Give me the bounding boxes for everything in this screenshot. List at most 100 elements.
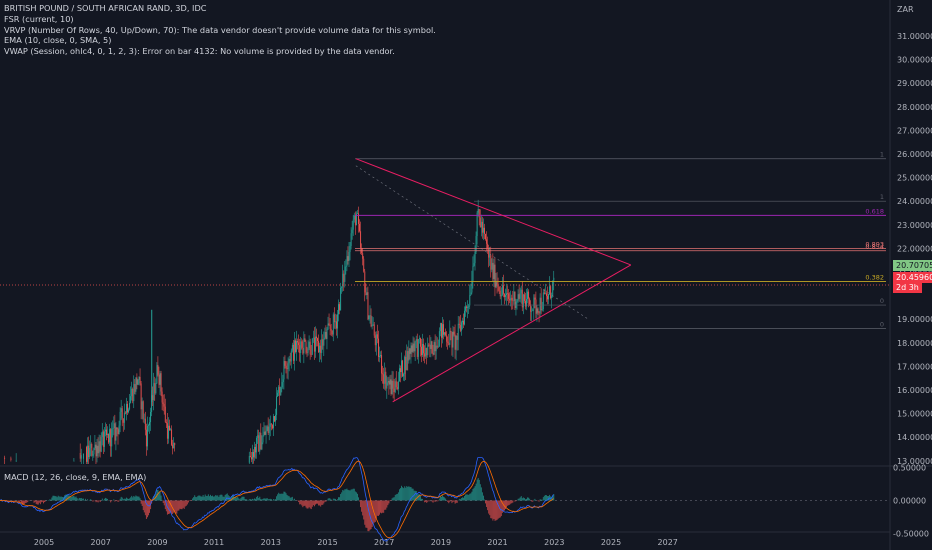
macd-histogram-bar (498, 500, 500, 518)
macd-histogram-bar (428, 500, 430, 502)
candle-body (101, 431, 103, 437)
candle-body (273, 416, 274, 429)
candle-body (516, 300, 518, 302)
candle-body (423, 343, 425, 354)
macd-histogram-bar (109, 499, 111, 501)
macd-histogram-bar (158, 491, 160, 501)
y-tick-label: 15.00000 (897, 410, 932, 419)
macd-histogram-bar (470, 493, 472, 501)
candle-body (343, 273, 345, 282)
candle-body (159, 373, 161, 385)
macd-histogram-bar (208, 496, 210, 501)
candle-body (4, 457, 6, 459)
macd-histogram-bar (324, 500, 326, 502)
candle-body (316, 336, 317, 339)
macd-indicator-label[interactable]: MACD (12, 26, close, 9, EMA, EMA) (4, 472, 147, 482)
macd-histogram-bar (502, 500, 504, 512)
fsr-indicator-label[interactable]: FSR (current, 10) (4, 13, 74, 24)
candle-body (373, 324, 375, 336)
candle-body (334, 321, 336, 323)
macd-histogram-bar (469, 493, 471, 501)
macd-histogram-bar (460, 498, 462, 501)
candle-body (421, 346, 422, 356)
macd-histogram-bar (365, 500, 367, 528)
candle-body (144, 418, 146, 430)
symbol-title[interactable]: BRITISH POUND / SOUTH AFRICAN RAND, 3D, … (4, 3, 207, 13)
macd-histogram-bar (179, 500, 181, 509)
macd-histogram-bar (267, 499, 269, 501)
macd-histogram-bar (274, 499, 275, 501)
candle-body (468, 305, 470, 307)
candle-body (550, 286, 552, 298)
macd-histogram-bar (353, 488, 355, 501)
candle-body (323, 337, 325, 346)
last-price-tag: 20.70705 (893, 260, 932, 271)
macd-histogram-bar (79, 498, 81, 501)
candle-body (521, 289, 523, 308)
macd-histogram-bar (225, 494, 227, 501)
candle-body (424, 353, 426, 357)
macd-histogram-bar (418, 494, 420, 501)
macd-histogram-bar (500, 500, 502, 517)
candle-body (280, 387, 282, 396)
macd-histogram-bar (543, 495, 545, 501)
candle-body (418, 338, 420, 340)
candle-body (286, 368, 288, 370)
candle-body (462, 320, 463, 323)
candle-body (88, 445, 90, 458)
macd-histogram-bar (368, 500, 370, 532)
candle-body (427, 344, 429, 356)
macd-histogram-bar (98, 500, 100, 502)
macd-histogram-bar (340, 494, 342, 501)
macd-histogram-bar (177, 500, 179, 511)
macd-histogram-bar (59, 496, 61, 501)
candle-body (297, 341, 299, 343)
macd-histogram-bar (385, 500, 387, 510)
macd-histogram-bar (497, 500, 499, 519)
macd-histogram-bar (40, 500, 42, 503)
macd-histogram-bar (277, 494, 279, 501)
candle-body (332, 314, 334, 335)
vwap-indicator-label[interactable]: VWAP (Session, ohlc4, 0, 1, 2, 3): Error… (4, 46, 395, 57)
candle-body (546, 293, 547, 297)
candle-body (300, 341, 302, 354)
candle-body (109, 429, 111, 443)
macd-histogram-bar (414, 490, 416, 501)
macd-histogram-bar (518, 498, 520, 501)
candle-body (453, 331, 455, 335)
candle-body (126, 403, 127, 414)
candle-body (491, 262, 493, 270)
candle-body (436, 345, 438, 348)
candle-body (94, 444, 96, 449)
candle-body (410, 345, 412, 354)
candle-body (430, 341, 432, 349)
candle-body (119, 411, 121, 426)
macd-histogram-bar (355, 492, 357, 501)
macd-histogram-bar (523, 498, 525, 501)
macd-histogram-bar (473, 487, 475, 501)
macd-histogram-bar (322, 500, 324, 505)
candle-body (285, 365, 287, 369)
candle-body (406, 351, 408, 371)
macd-histogram-bar (231, 496, 232, 501)
macd-histogram-bar (147, 500, 148, 518)
macd-histogram-bar (528, 497, 530, 501)
macd-histogram-bar (33, 500, 35, 503)
ema-indicator-label[interactable]: EMA (10, close, 0, SMA, 5) (4, 35, 112, 46)
vrvp-indicator-label[interactable]: VRVP (Number Of Rows, 40, Up/Down, 70): … (4, 24, 436, 35)
macd-histogram-bar (431, 500, 433, 502)
macd-histogram-bar (240, 498, 242, 501)
candle-body (253, 451, 254, 458)
macd-histogram-bar (107, 498, 108, 501)
macd-histogram-bar (494, 500, 496, 521)
candle-body (249, 455, 251, 458)
macd-histogram-bar (302, 500, 304, 508)
macd-histogram-bar (223, 496, 225, 501)
candle-body (383, 374, 385, 384)
candle-body (481, 221, 483, 233)
candle-body (409, 348, 411, 354)
candle-body (161, 391, 163, 403)
candle-body (431, 341, 433, 354)
